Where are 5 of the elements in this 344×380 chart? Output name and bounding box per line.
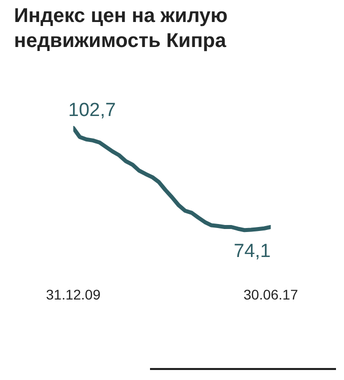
data-label: 102,7 — [68, 100, 116, 121]
chart-title: Индекс цен на жилую недвижимость Кипра — [14, 4, 229, 54]
x-tick-label: 30.06.17 — [244, 286, 298, 302]
data-label: 74,1 — [234, 241, 271, 262]
x-tick-label: 31.12.09 — [46, 286, 101, 302]
